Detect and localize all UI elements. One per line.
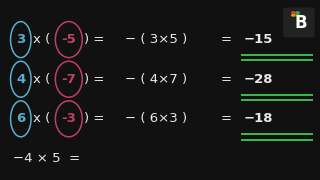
Text: ) =: ) =: [84, 73, 105, 86]
Text: 6: 6: [16, 112, 25, 125]
Text: −18: −18: [243, 112, 273, 125]
Text: x (: x (: [33, 73, 50, 86]
Text: -3: -3: [61, 112, 76, 125]
Circle shape: [295, 11, 300, 14]
Text: x (: x (: [33, 112, 50, 125]
Text: −4 × 5  =: −4 × 5 =: [13, 152, 80, 165]
Text: =: =: [221, 112, 232, 125]
FancyBboxPatch shape: [283, 8, 315, 37]
Text: − ( 4×7 ): − ( 4×7 ): [125, 73, 187, 86]
Text: −28: −28: [243, 73, 273, 86]
Circle shape: [291, 14, 296, 17]
Text: ) =: ) =: [84, 33, 105, 46]
Text: ) =: ) =: [84, 112, 105, 125]
Text: -5: -5: [61, 33, 76, 46]
Text: =: =: [221, 73, 232, 86]
Text: =: =: [221, 33, 232, 46]
Text: 4: 4: [16, 73, 25, 86]
Text: − ( 3×5 ): − ( 3×5 ): [125, 33, 187, 46]
Text: −15: −15: [243, 33, 273, 46]
Text: x (: x (: [33, 33, 50, 46]
Text: B: B: [294, 14, 307, 32]
Circle shape: [295, 14, 300, 17]
Text: -7: -7: [61, 73, 76, 86]
Text: 3: 3: [16, 33, 25, 46]
Text: − ( 6×3 ): − ( 6×3 ): [125, 112, 187, 125]
Circle shape: [291, 11, 296, 14]
